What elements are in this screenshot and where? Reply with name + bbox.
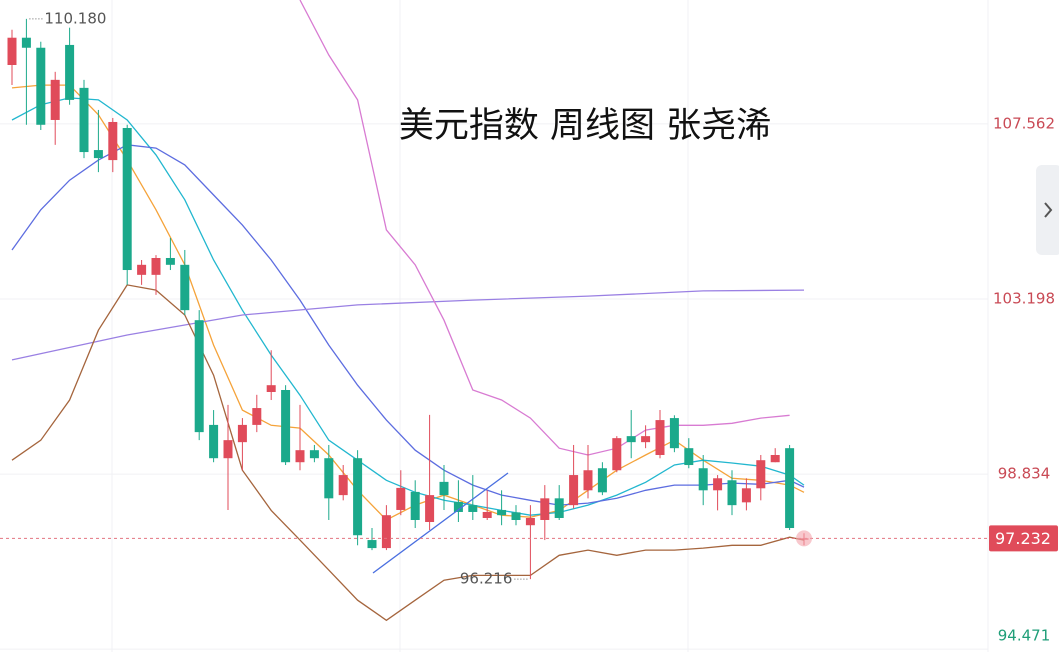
candle-body bbox=[79, 87, 89, 153]
annotation-label: 96.216 bbox=[460, 570, 513, 588]
candle-body bbox=[309, 450, 319, 459]
last-price-box bbox=[989, 525, 1058, 552]
trend-line bbox=[372, 472, 509, 574]
candle-body bbox=[525, 517, 535, 526]
candle-body bbox=[324, 458, 334, 499]
candle-body bbox=[785, 448, 795, 529]
vertical-grid bbox=[111, 0, 989, 652]
indicator-line bbox=[299, 0, 790, 456]
y-tick-label: 107.562 bbox=[993, 114, 1055, 132]
candle-body bbox=[468, 505, 478, 512]
candle-body bbox=[237, 424, 247, 443]
candle-body bbox=[396, 487, 406, 510]
candle-body bbox=[180, 264, 190, 311]
annotation-label: 110.180 bbox=[44, 9, 106, 27]
candle-body bbox=[641, 436, 651, 443]
candles bbox=[7, 18, 809, 580]
last-price-label: 97.232 bbox=[995, 529, 1051, 548]
candle-body bbox=[756, 460, 766, 489]
candle-body bbox=[626, 436, 636, 443]
candle-body bbox=[597, 468, 607, 493]
candle-body bbox=[713, 478, 723, 491]
candle-body bbox=[367, 540, 377, 549]
candle-body bbox=[684, 448, 694, 466]
indicator-lines bbox=[11, 0, 805, 622]
candle-body bbox=[122, 127, 132, 271]
candle-body bbox=[425, 495, 435, 523]
candle-body bbox=[381, 515, 391, 549]
candle-body bbox=[151, 257, 161, 275]
overlay: 107.562 103.198 98.834 94.471 97.232 110.180 9… bbox=[0, 9, 1058, 645]
candle-body bbox=[770, 454, 780, 463]
indicator-line bbox=[11, 284, 805, 622]
last-price-glow bbox=[796, 530, 812, 547]
candle-body bbox=[540, 498, 550, 520]
y-tick-label: 103.198 bbox=[993, 289, 1055, 307]
candle-body bbox=[93, 150, 103, 159]
candle-body bbox=[65, 44, 75, 100]
candle-body bbox=[410, 491, 420, 520]
candle-body bbox=[554, 498, 564, 518]
candle-body bbox=[698, 468, 708, 491]
candle-body bbox=[655, 420, 665, 455]
candle-body bbox=[108, 121, 118, 161]
candle-body bbox=[497, 509, 507, 516]
candle-body bbox=[7, 37, 17, 65]
candle-body bbox=[209, 424, 219, 459]
y-tick-label: 94.471 bbox=[998, 627, 1051, 645]
candle-body bbox=[252, 408, 262, 425]
side-panel-toggle[interactable] bbox=[1036, 165, 1059, 255]
indicator-line bbox=[11, 144, 805, 506]
candle-body bbox=[569, 475, 579, 506]
chevron-icon bbox=[1044, 202, 1053, 218]
candle-body bbox=[453, 501, 463, 512]
candle-body bbox=[439, 481, 449, 496]
candle-body bbox=[21, 37, 31, 48]
toggle-button[interactable] bbox=[1036, 165, 1059, 255]
candle-body bbox=[727, 480, 737, 506]
candle-body bbox=[50, 79, 60, 120]
candle-body bbox=[165, 257, 175, 265]
chart-title: 美元指数 周线图 张尧浠 bbox=[399, 106, 771, 146]
candle-body bbox=[669, 418, 679, 449]
candle-body bbox=[482, 511, 492, 518]
candle-body bbox=[266, 385, 276, 393]
candle-body bbox=[137, 264, 147, 275]
candle-body bbox=[194, 320, 204, 433]
candle-body bbox=[338, 475, 348, 496]
candle-body bbox=[281, 389, 291, 463]
candle-body bbox=[511, 512, 521, 520]
candle-body bbox=[583, 470, 593, 491]
indicator-line bbox=[11, 289, 805, 361]
candle-body bbox=[295, 450, 305, 463]
y-tick-label: 98.834 bbox=[998, 465, 1051, 483]
candle-body bbox=[741, 488, 751, 503]
candle-body bbox=[612, 438, 622, 471]
candle-body bbox=[36, 47, 46, 125]
candle-body bbox=[223, 440, 233, 459]
candle-body bbox=[353, 458, 363, 536]
